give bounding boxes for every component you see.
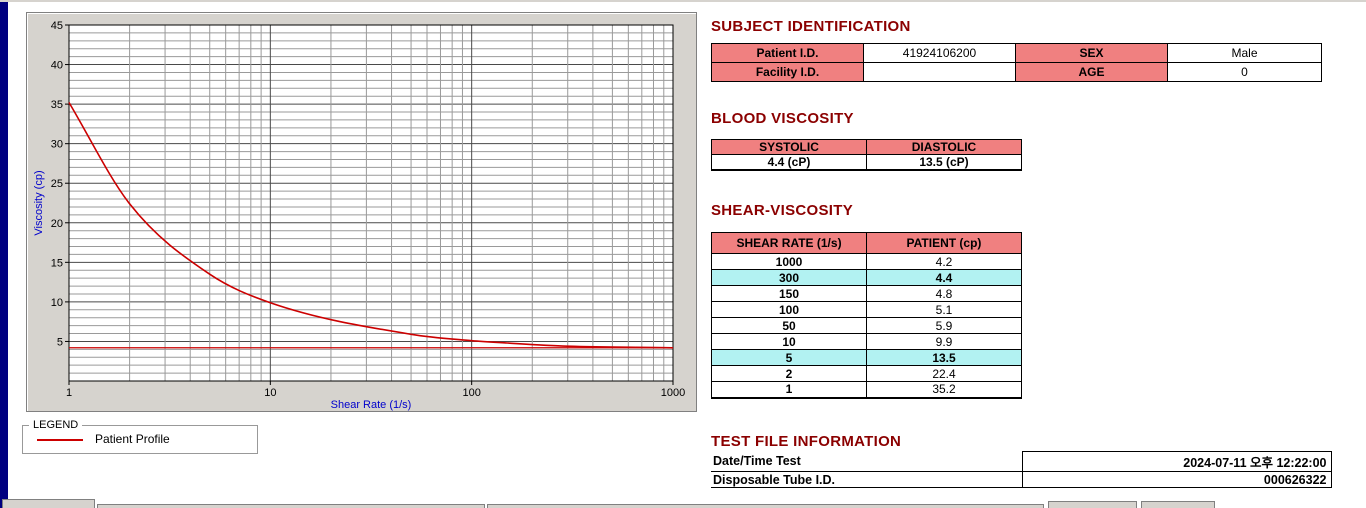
subject-identification-heading: SUBJECT IDENTIFICATION: [711, 18, 911, 35]
y-tick-label: 35: [51, 99, 63, 111]
patient-cp-cell: 35.2: [866, 381, 1022, 398]
table-row: Patient I.D. 41924106200 SEX Male: [711, 43, 1322, 63]
shear-rate-cell: 150: [711, 285, 867, 302]
facility-id-label: Facility I.D.: [711, 62, 864, 82]
shear-viscosity-row: 5 13.5: [711, 349, 1022, 366]
bottom-toolbar-button[interactable]: [97, 504, 485, 508]
table-row: SYSTOLIC DIASTOLIC: [711, 139, 1022, 155]
patient-profile-line-swatch: [37, 439, 83, 441]
date-time-test-value: 2024-07-11 오후 12:22:00: [1021, 451, 1332, 472]
table-row: Date/Time Test 2024-07-11 오후 12:22:00: [711, 451, 1332, 472]
window-left-edge: [0, 2, 8, 508]
sex-value: Male: [1167, 43, 1322, 63]
shear-viscosity-row: 50 5.9: [711, 317, 1022, 334]
shear-viscosity-heading: SHEAR-VISCOSITY: [711, 202, 854, 219]
y-tick-label: 10: [51, 297, 63, 309]
shear-viscosity-row: 1 35.2: [711, 381, 1022, 398]
blood-viscosity-heading: BLOOD VISCOSITY: [711, 110, 854, 127]
y-tick-label: 40: [51, 60, 63, 72]
subject-identification-table: Patient I.D. 41924106200 SEX Male Facili…: [711, 43, 1322, 82]
patient-column-header: PATIENT (cp): [866, 232, 1022, 254]
chart-grid: [69, 25, 673, 381]
patient-profile-curve: [68, 102, 674, 349]
diastolic-value: 13.5 (cP): [866, 154, 1022, 171]
age-label: AGE: [1015, 62, 1168, 82]
x-axis-title: Shear Rate (1/s): [331, 399, 412, 411]
shear-viscosity-row: 10 9.9: [711, 333, 1022, 350]
x-tick-label: 1: [66, 387, 72, 399]
y-axis-title: Viscosity (cp): [33, 170, 45, 235]
table-row: 4.4 (cP) 13.5 (cP): [711, 154, 1022, 171]
x-tick-label: 10: [264, 387, 276, 399]
table-row: Facility I.D. AGE 0: [711, 62, 1322, 82]
test-file-information-table: Date/Time Test 2024-07-11 오후 12:22:00 Di…: [711, 451, 1332, 488]
patient-id-value: 41924106200: [863, 43, 1016, 63]
test-file-information-heading: TEST FILE INFORMATION: [711, 433, 902, 450]
patient-cp-cell: 9.9: [866, 333, 1022, 350]
shear-rate-cell: 50: [711, 317, 867, 334]
x-tick-label: 1000: [661, 387, 685, 399]
systolic-label: SYSTOLIC: [711, 139, 867, 155]
shear-rate-cell: 5: [711, 349, 867, 366]
shear-viscosity-row: 150 4.8: [711, 285, 1022, 302]
chart-legend: LEGEND Patient Profile: [22, 419, 258, 454]
shear-viscosity-chart: 5 10 15 20 25 30 35 40 45 1 10 100 1000 Shear Rate (1…: [33, 20, 685, 411]
patient-cp-cell: 4.8: [866, 285, 1022, 302]
viscosity-chart-panel: 5 10 15 20 25 30 35 40 45 1 10 100 1000 Shear Rate (1…: [26, 12, 697, 412]
patient-cp-cell: 4.4: [866, 269, 1022, 286]
y-tick-label: 20: [51, 218, 63, 230]
shear-viscosity-row: 300 4.4: [711, 269, 1022, 286]
shear-viscosity-row: 2 22.4: [711, 365, 1022, 382]
blood-viscosity-table: SYSTOLIC DIASTOLIC 4.4 (cP) 13.5 (cP): [711, 139, 1022, 171]
bottom-toolbar-button[interactable]: [487, 504, 1044, 508]
legend-title: LEGEND: [29, 419, 83, 431]
shear-rate-cell: 10: [711, 333, 867, 350]
x-tick-label: 100: [462, 387, 480, 399]
shear-viscosity-row: 1000 4.2: [711, 253, 1022, 270]
y-tick-label: 30: [51, 139, 63, 151]
legend-entry-label: Patient Profile: [95, 432, 170, 446]
shear-rate-cell: 1000: [711, 253, 867, 270]
systolic-value: 4.4 (cP): [711, 154, 867, 171]
patient-cp-cell: 4.2: [866, 253, 1022, 270]
patient-cp-cell: 22.4: [866, 365, 1022, 382]
y-tick-label: 15: [51, 257, 63, 269]
shear-rate-column-header: SHEAR RATE (1/s): [711, 232, 867, 254]
diastolic-label: DIASTOLIC: [866, 139, 1022, 155]
age-value: 0: [1167, 62, 1322, 82]
y-tick-label: 5: [57, 336, 63, 348]
y-tick-label: 25: [51, 178, 63, 190]
patient-id-label: Patient I.D.: [711, 43, 864, 63]
shear-rate-cell: 2: [711, 365, 867, 382]
table-row: Disposable Tube I.D. 000626322: [711, 471, 1332, 488]
table-header-row: SHEAR RATE (1/s) PATIENT (cp): [711, 232, 1022, 254]
patient-cp-cell: 5.1: [866, 301, 1022, 318]
disposable-tube-id-value: 000626322: [1021, 471, 1332, 488]
patient-cp-cell: 13.5: [866, 349, 1022, 366]
patient-cp-cell: 5.9: [866, 317, 1022, 334]
shear-viscosity-table: SHEAR RATE (1/s) PATIENT (cp) 1000 4.2 300…: [711, 232, 1022, 399]
shear-viscosity-row: 100 5.1: [711, 301, 1022, 318]
shear-rate-cell: 300: [711, 269, 867, 286]
sex-label: SEX: [1015, 43, 1168, 63]
bottom-toolbar-button[interactable]: [1141, 501, 1215, 508]
bottom-toolbar-button[interactable]: [2, 499, 95, 508]
date-time-test-label: Date/Time Test: [711, 451, 1022, 472]
y-tick-label: 45: [51, 20, 63, 32]
shear-rate-cell: 100: [711, 301, 867, 318]
bottom-toolbar-button[interactable]: [1048, 501, 1137, 508]
disposable-tube-id-label: Disposable Tube I.D.: [711, 471, 1022, 488]
shear-rate-cell: 1: [711, 381, 867, 398]
facility-id-value: [863, 62, 1016, 82]
